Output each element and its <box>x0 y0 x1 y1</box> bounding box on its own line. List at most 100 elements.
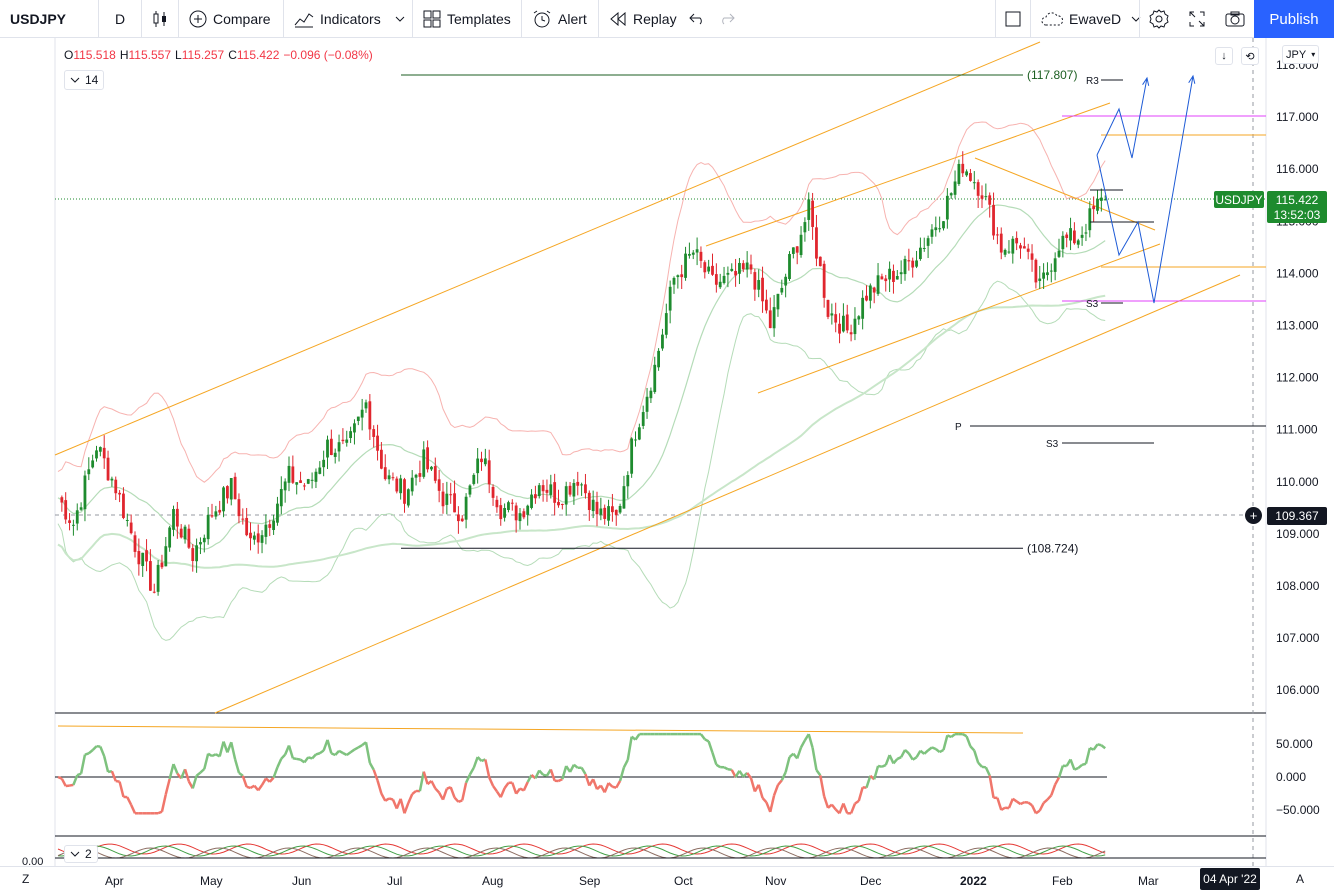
osc-segment <box>707 740 714 754</box>
candle-body <box>237 499 241 517</box>
osc-segment <box>84 752 90 756</box>
templates-icon <box>423 10 441 28</box>
osc-segment <box>457 799 463 804</box>
osc-segment <box>950 733 956 738</box>
auto-label: A <box>1296 872 1305 886</box>
osc-segment <box>988 775 995 798</box>
osc-segment <box>399 798 406 814</box>
osc-segment <box>1046 794 1053 801</box>
add-alert-plus-button[interactable]: + <box>1245 507 1262 524</box>
wave-path <box>1096 77 1148 159</box>
candle-body <box>264 524 268 537</box>
candle-body <box>1038 278 1042 281</box>
replay-button[interactable]: Replay <box>599 0 683 38</box>
refresh-icon: ⟲ <box>1245 50 1255 63</box>
candle-body <box>780 287 784 293</box>
osc-segment <box>353 746 359 751</box>
candle-body <box>672 277 676 285</box>
candle-body <box>91 460 95 468</box>
candle-body <box>1019 245 1022 249</box>
osc-segment <box>168 763 175 780</box>
candle-body <box>487 460 491 485</box>
candle-body <box>838 323 841 334</box>
osc-segment <box>939 748 945 754</box>
candle-body <box>191 548 195 562</box>
candle-body <box>714 274 718 285</box>
zoom-reset-button[interactable]: Z <box>22 872 29 886</box>
osc-segment <box>499 787 506 798</box>
chart-type-button[interactable] <box>142 0 178 38</box>
time-tick-label: 2022 <box>960 874 987 888</box>
candle-body <box>318 467 322 474</box>
candle-body <box>576 481 580 486</box>
osc-segment <box>1000 806 1006 812</box>
candle-body <box>491 486 495 498</box>
candle-body <box>125 519 129 521</box>
candle-body <box>322 459 326 468</box>
price-tick-label: 114.000 <box>1276 266 1319 280</box>
osc-segment <box>746 772 753 779</box>
osc-segment <box>99 746 106 757</box>
osc-segment <box>723 766 729 771</box>
layout-button[interactable]: EwaveD <box>1031 0 1141 38</box>
osc-segment <box>60 778 67 787</box>
time-axis[interactable] <box>0 866 1334 896</box>
candle-body <box>965 171 968 176</box>
alert-button[interactable]: Alert <box>522 0 598 38</box>
templates-button[interactable]: Templates <box>413 0 521 38</box>
osc-segment <box>761 797 768 804</box>
candle-body <box>1003 249 1007 255</box>
indicator-collapse-button[interactable]: 14 <box>64 70 105 90</box>
osc-segment <box>896 756 902 761</box>
candle-body <box>626 475 630 487</box>
alarm-clock-icon <box>532 9 552 29</box>
candle-body <box>152 591 156 593</box>
candle-body <box>722 275 726 284</box>
osc-segment <box>492 785 498 793</box>
pivot-label: S3 <box>1086 299 1099 310</box>
candle-body <box>460 518 464 522</box>
auto-button[interactable]: A <box>1296 872 1304 886</box>
scroll-to-latest-button[interactable]: ↓ <box>1215 47 1233 65</box>
settings-button[interactable] <box>1140 0 1178 38</box>
osc-segment <box>772 784 780 796</box>
osc-segment <box>218 741 225 757</box>
osc-segment <box>172 763 179 774</box>
redo-button[interactable] <box>713 0 743 38</box>
candle-body <box>738 262 741 274</box>
snapshot-button[interactable] <box>1216 0 1254 38</box>
candle-body <box>156 564 160 592</box>
osc-segment <box>749 777 757 792</box>
price-tick-label: 117.000 <box>1276 110 1319 124</box>
fullscreen-toggle-button[interactable] <box>996 0 1030 38</box>
wave-arrowhead <box>1142 76 1150 86</box>
osc-segment <box>780 771 787 781</box>
undo-button[interactable] <box>683 0 713 38</box>
candle-body <box>930 229 934 237</box>
osc-segment <box>884 754 891 766</box>
candle-body <box>179 528 183 538</box>
time-tick-label: Nov <box>765 874 787 888</box>
candle-body <box>795 246 799 253</box>
currency-button[interactable]: JPY ▾ <box>1282 45 1320 64</box>
osc-segment <box>357 744 363 749</box>
candle-body <box>72 524 75 526</box>
candle-body <box>333 452 337 457</box>
compare-button[interactable]: Compare <box>179 0 283 38</box>
auto-scale-button[interactable]: ⟲ <box>1241 47 1259 65</box>
osc-segment <box>464 774 472 784</box>
candle-body <box>984 196 988 198</box>
symbol-search-button[interactable]: USDJPY <box>0 0 98 38</box>
indicator-collapse-button-2[interactable]: 2 <box>64 845 98 863</box>
candle-body <box>880 276 884 280</box>
indicators-button[interactable]: Indicators <box>284 0 412 38</box>
candle-body <box>1007 251 1011 253</box>
candle-body <box>341 439 345 442</box>
candle-body <box>734 270 737 276</box>
candle-body <box>703 262 707 273</box>
interval-button[interactable]: D <box>99 0 141 38</box>
osc-segment <box>372 769 379 781</box>
publish-button[interactable]: Publish <box>1254 0 1334 38</box>
fullscreen-button[interactable] <box>1178 0 1216 38</box>
